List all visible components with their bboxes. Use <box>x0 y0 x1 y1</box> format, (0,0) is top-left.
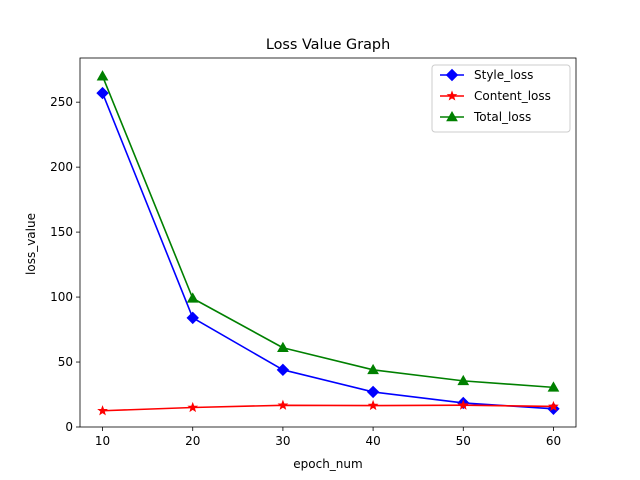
series-line-content-loss <box>102 404 554 412</box>
plot-area: 10 20 30 40 50 60 0 50 100 150 200 250 <box>50 57 577 448</box>
y-tick-label-200: 200 <box>50 160 73 174</box>
point-style-loss-20 <box>186 311 199 325</box>
point-total-loss-50 <box>457 374 470 386</box>
point-content-loss-20 <box>187 401 199 413</box>
y-axis-label: loss_value <box>24 213 38 275</box>
point-content-loss-30 <box>277 399 289 410</box>
series-line-total-loss <box>101 75 554 389</box>
point-content-loss-60 <box>548 400 559 412</box>
legend-label-style-loss: Style_loss <box>474 68 533 82</box>
y-tick-label-50: 50 <box>58 355 73 369</box>
point-style-loss-30 <box>276 363 290 377</box>
point-style-loss-40 <box>366 385 380 399</box>
legend-label-total-loss: Total_loss <box>473 110 531 124</box>
point-style-loss-10 <box>96 86 109 100</box>
axes-frame <box>79 57 577 428</box>
legend-marker-style-loss <box>445 68 459 82</box>
x-tick-label-20: 20 <box>185 434 200 448</box>
point-total-loss-60 <box>547 381 560 392</box>
legend-marker-total-loss <box>446 110 458 122</box>
x-tick-label-50: 50 <box>456 434 471 448</box>
point-content-loss-40 <box>367 399 379 411</box>
chart-title: Loss Value Graph <box>266 37 390 53</box>
point-total-loss-20 <box>186 292 199 303</box>
series-line-style-loss <box>101 92 554 410</box>
x-axis-label: epoch_num <box>293 457 362 471</box>
point-content-loss-50 <box>457 399 469 410</box>
y-tick-label-0: 0 <box>65 420 73 434</box>
y-tick-label-150: 150 <box>50 225 73 239</box>
point-content-loss-10 <box>97 405 108 416</box>
legend-label-content-loss: Content_loss <box>474 89 551 103</box>
point-total-loss-40 <box>367 363 379 375</box>
y-tick-label-100: 100 <box>50 290 73 304</box>
y-tick-label-250: 250 <box>50 95 73 109</box>
x-tick-label-30: 30 <box>275 434 290 448</box>
point-total-loss-10 <box>96 70 109 81</box>
legend-box <box>431 64 571 133</box>
x-tick-label-40: 40 <box>365 434 380 448</box>
x-tick-label-60: 60 <box>546 434 561 448</box>
x-tick-label-10: 10 <box>95 434 110 448</box>
point-total-loss-30 <box>277 341 289 352</box>
legend-marker-content-loss <box>446 90 458 101</box>
legend: Style_loss Content_loss Total_loss <box>431 64 571 133</box>
